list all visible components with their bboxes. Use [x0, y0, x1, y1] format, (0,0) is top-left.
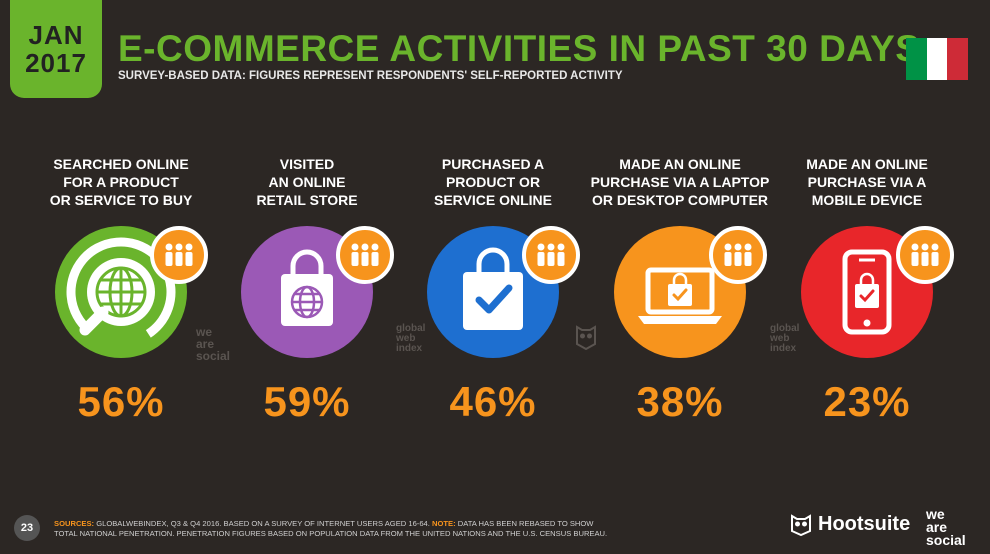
page-title: E-COMMERCE ACTIVITIES IN PAST 30 DAYS [118, 28, 921, 69]
people-icon [150, 226, 208, 284]
people-icon [709, 226, 767, 284]
page-number: 23 [14, 515, 40, 541]
hootsuite-logo: Hootsuite [790, 513, 910, 536]
stat-value: 59% [263, 378, 351, 425]
date-badge: JAN 2017 [10, 0, 102, 98]
we-are-social-logo: we are social [926, 506, 966, 548]
watermark-global-web-index: global web index [770, 323, 800, 354]
italy-flag-icon [906, 38, 969, 80]
date-month: JAN [28, 20, 84, 50]
stat-value: 38% [636, 378, 724, 425]
stat-label: SEARCHED ONLINE FOR A PRODUCT OR SERVICE… [49, 156, 193, 208]
date-year: 2017 [25, 48, 87, 78]
people-icon [336, 226, 394, 284]
stat-label: VISITED AN ONLINE RETAIL STORE [256, 156, 358, 208]
footer-sources: SOURCES: GLOBALWEBINDEX, Q3 & Q4 2016. B… [54, 519, 608, 538]
stat-value: 56% [77, 378, 165, 425]
watermark-owl-icon [574, 324, 598, 351]
globe-search-icon [55, 226, 187, 358]
stat-label: PURCHASED A PRODUCT OR SERVICE ONLINE [434, 156, 552, 208]
stat-label: MADE AN ONLINE PURCHASE VIA A LAPTOP OR … [590, 156, 770, 208]
watermark-global-web-index: global web index [396, 323, 426, 354]
people-icon [896, 226, 954, 284]
stat-value: 23% [823, 378, 911, 425]
hootsuite-brand-text: Hootsuite [818, 513, 911, 535]
owl-icon [791, 513, 811, 536]
page-subtitle: SURVEY-BASED DATA: FIGURES REPRESENT RES… [118, 70, 623, 82]
stat-value: 46% [449, 378, 537, 425]
people-icon [522, 226, 580, 284]
watermark-we-are-social: we are social [196, 325, 231, 363]
stat-label: MADE AN ONLINE PURCHASE VIA A MOBILE DEV… [806, 156, 928, 208]
